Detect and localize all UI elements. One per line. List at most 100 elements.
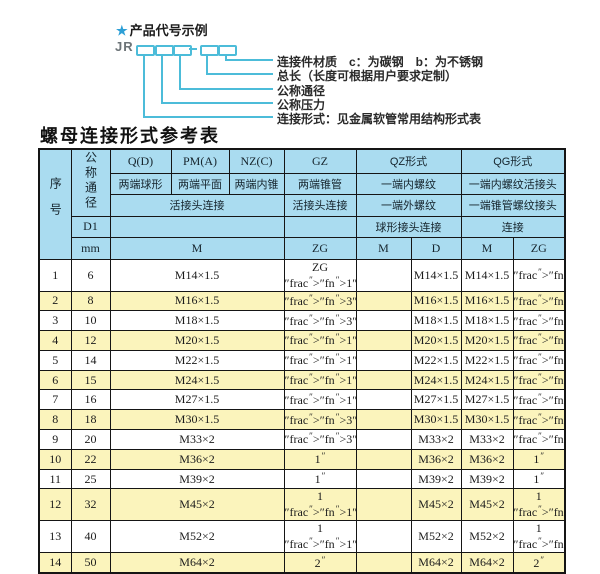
cell-m: M27×1.5 (109, 389, 285, 411)
cell-gz-zg: ″frac″>″fn″>3″fd″>8″ (283, 310, 357, 332)
cell-qg-zg: 1″ (512, 468, 566, 490)
header-unit-qg-m: M (460, 236, 514, 260)
cell-gz-zg: ″frac″>″fn″>3″fd″>8″ (283, 290, 357, 312)
cell-qg-m: M24×1.5 (460, 369, 514, 391)
table-row: 14 50 M64×2 2″ M64×2 M64×2 2″ (38, 552, 566, 574)
connector-line (179, 88, 273, 90)
cell-qg-zg: ″frac″>″fn″>1″fd″>4″ (512, 258, 566, 292)
cell-qz-d: M18×1.5 (410, 310, 462, 332)
cell-gz-zg: 1 ″frac″>″fn″>1″fd″>4″ (283, 488, 357, 522)
cell-m: M30×1.5 (109, 409, 285, 431)
cell-qz-m (355, 389, 412, 411)
cell-m: M22×1.5 (109, 349, 285, 371)
header-conn-qz: 一端外螺纹 (355, 193, 462, 217)
code-label-nominal-diameter: 公称通径 (277, 84, 326, 98)
cell-qg-m: M30×1.5 (460, 409, 514, 431)
header-dn: 公称通径 (70, 148, 111, 217)
header-col-q: Q(D) (109, 148, 172, 174)
cell-qz-m (355, 552, 412, 574)
cell-qz-d: M33×2 (410, 429, 462, 450)
cell-qg-zg: ″frac″>″fn″>1″fd″>2″ (512, 369, 566, 391)
product-code-heading: ★ 产品代号示例 (116, 20, 208, 39)
header-unit-qg-zg: ZG (512, 236, 566, 260)
cell-qz-d: M22×1.5 (410, 349, 462, 371)
cell-qz-d: M14×1.5 (410, 258, 462, 292)
connector-line (143, 116, 273, 118)
table-row: 412M20×1.5″frac″>″fn″>1″fd″>2″M20×1.5M20… (38, 330, 566, 351)
table-row: 920M33×2″frac″>″fn″>3″fd″>4″M33×2M33×2″f… (38, 429, 566, 450)
cell-dn: 14 (70, 349, 111, 371)
code-box-3 (173, 45, 192, 56)
cell-qz-m (355, 290, 412, 312)
cell-qz-m (355, 520, 412, 554)
cell-qg-m: M36×2 (460, 448, 514, 470)
code-box-4 (200, 45, 219, 56)
header-conn-qpmnz: 活接头连接 (109, 193, 285, 217)
cell-seq: 3 (38, 310, 72, 332)
code-box-2 (155, 45, 174, 56)
cell-gz-zg: ″frac″>″fn″>1″fd″>2″ (283, 349, 357, 371)
cell-m: M36×2 (109, 448, 285, 470)
cell-seq: 13 (38, 520, 72, 554)
header-seq: 序号 (38, 148, 72, 260)
connector-line (161, 54, 163, 104)
cell-qg-zg: 1 ″frac″>″fn″>1″fd″>2″ (512, 520, 566, 554)
cell-gz-zg: ″frac″>″fn″>3″fd″>4″ (283, 409, 357, 431)
cell-qz-m (355, 448, 412, 470)
cell-gz-zg: 1 ″frac″>″fn″>1″fd″>2″ (283, 520, 357, 554)
cell-qz-m (355, 330, 412, 351)
cell-qg-zg: 2″ (512, 552, 566, 574)
header-blank-gz (283, 215, 357, 238)
header-mm: mm (70, 236, 111, 260)
header-conn-gz: 活接头连接 (283, 193, 357, 217)
table-row: 310M18×1.5″frac″>″fn″>3″fd″>8″M18×1.5M18… (38, 310, 566, 332)
header-sub-nz: 两端内锥 (228, 172, 285, 195)
cell-qz-d: M64×2 (410, 552, 462, 574)
cell-qz-d: M45×2 (410, 488, 462, 522)
header-sub-gz: 两端锥管 (283, 172, 357, 195)
cell-qg-m: M16×1.5 (460, 290, 514, 312)
cell-qz-m (355, 258, 412, 292)
cell-qg-m: M45×2 (460, 488, 514, 522)
cell-gz-zg: ″frac″>″fn″>3″fd″>4″ (283, 429, 357, 450)
cell-qg-zg: 1 ″frac″>″fn″>1″fd″>4″ (512, 488, 566, 522)
cell-qg-zg: ″frac″>″fn″>3″fd″>4″ (512, 429, 566, 450)
cell-qg-zg: ″frac″>″fn″>3″fd″>4″ (512, 409, 566, 431)
cell-qg-zg: ″frac″>″fn″>3″fd″>8″ (512, 290, 566, 312)
cell-gz-zg: 1″ (283, 468, 357, 490)
nut-connection-table: 序号 公称通径 Q(D) PM(A) NZ(C) GZ QZ形式 QG形式 两端… (38, 148, 566, 574)
code-dash (189, 48, 197, 50)
cell-qg-zg: ″frac″>″fn″>1″fd″>2″ (512, 349, 566, 371)
cell-m: M20×1.5 (109, 330, 285, 351)
code-box-1 (136, 45, 155, 56)
cell-dn: 22 (70, 448, 111, 470)
header-blank-qpmnz (109, 215, 285, 238)
header-conn-qg: 一端锥管螺纹接头 (460, 193, 566, 217)
cell-qz-d: M36×2 (410, 448, 462, 470)
cell-dn: 6 (70, 258, 111, 292)
cell-qz-d: M30×1.5 (410, 409, 462, 431)
cell-dn: 12 (70, 330, 111, 351)
cell-gz-zg: 2″ (283, 552, 357, 574)
connector-line (161, 102, 273, 104)
cell-qg-zg: 1″ (512, 448, 566, 470)
cell-m: M45×2 (109, 488, 285, 522)
cell-dn: 20 (70, 429, 111, 450)
header-sub-pm: 两端平面 (170, 172, 230, 195)
cell-qz-d: M20×1.5 (410, 330, 462, 351)
star-icon: ★ (116, 23, 128, 38)
table-row: 10 22 M36×2 1″ M36×2 M36×2 1″ (38, 448, 566, 470)
cell-qg-m: M27×1.5 (460, 389, 514, 411)
code-label-material: 连接件材质 c：为碳钢 b：为不锈钢 (277, 55, 484, 69)
table-row: 28M16×1.5″frac″>″fn″>3″fd″>8″M16×1.5M16×… (38, 290, 566, 312)
cell-dn: 8 (70, 290, 111, 312)
cell-dn: 40 (70, 520, 111, 554)
header-unit-qz-m: M (355, 236, 412, 260)
cell-gz-zg: ″frac″>″fn″>1″fd″>2″ (283, 330, 357, 351)
table-row: 716M27×1.5″frac″>″fn″>1″fd″>2″M27×1.5M27… (38, 389, 566, 411)
cell-qg-m: M18×1.5 (460, 310, 514, 332)
cell-seq: 11 (38, 468, 72, 490)
header-sub-q: 两端球形 (109, 172, 172, 195)
cell-seq: 4 (38, 330, 72, 351)
